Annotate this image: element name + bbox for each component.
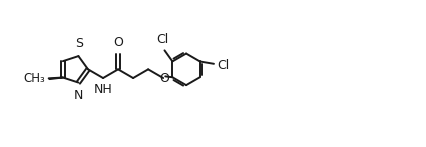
Text: S: S — [75, 37, 83, 50]
Text: CH₃: CH₃ — [23, 72, 45, 85]
Text: Cl: Cl — [156, 33, 168, 46]
Text: NH: NH — [93, 83, 112, 96]
Text: O: O — [158, 72, 169, 85]
Text: Cl: Cl — [217, 59, 229, 72]
Text: N: N — [74, 89, 83, 102]
Text: O: O — [113, 36, 123, 49]
